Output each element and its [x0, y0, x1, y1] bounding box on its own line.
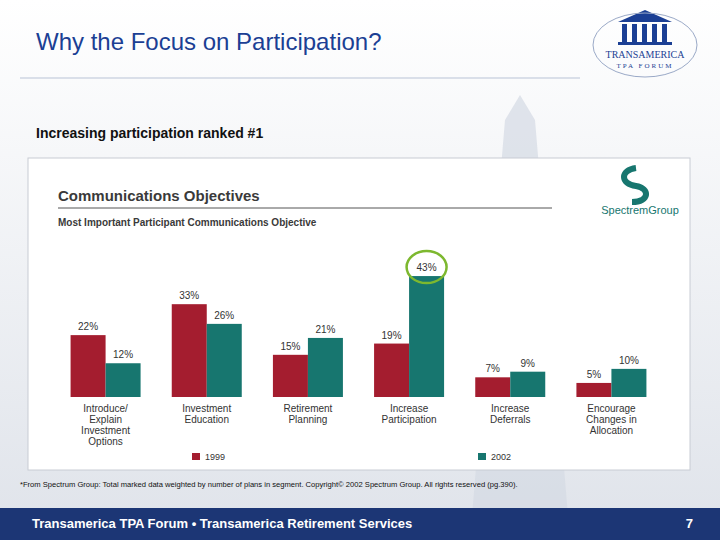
baseline	[55, 397, 662, 398]
bar	[71, 335, 106, 397]
data-label: 21%	[315, 324, 335, 335]
logo-text: TRANSAMERICA	[606, 49, 686, 60]
x-tick-label-line: Investment	[182, 403, 231, 414]
data-labels: 22% 33% 15% 19% 7% 5% 12% 26% 21% 43% 9% 10%	[78, 262, 639, 380]
x-tick-label-line: Encourage	[587, 403, 636, 414]
x-tick-label: EncourageChanges inAllocation	[586, 403, 637, 436]
legend-swatch	[192, 453, 200, 460]
x-tick-label-line: Options	[88, 436, 122, 447]
logo-wreath	[593, 13, 697, 77]
x-tick-label-line: Deferrals	[490, 414, 531, 425]
x-tick-label-line: Planning	[288, 414, 327, 425]
data-label: 22%	[78, 321, 98, 332]
data-label: 7%	[486, 363, 501, 374]
x-tick-label-line: Investment	[81, 425, 130, 436]
slide-title: Why the Focus on Participation?	[36, 28, 382, 55]
x-tick-label-line: Allocation	[590, 425, 633, 436]
legend-label: 1999	[205, 452, 225, 462]
logo: TRANSAMERICA TPA FORUM	[593, 10, 697, 77]
highlight-circle	[407, 251, 447, 283]
footer-band	[0, 508, 720, 540]
data-label: 12%	[113, 349, 133, 360]
footnote: *From Spectrum Group: Total marked data …	[20, 480, 518, 489]
data-label: 26%	[214, 310, 234, 321]
x-tick-label: RetirementPlanning	[283, 403, 332, 425]
chart-logo-mark	[624, 168, 646, 202]
x-tick-label-line: Introduce/	[83, 403, 128, 414]
x-tick-label: Introduce/ExplainInvestmentOptions	[81, 403, 130, 447]
bar	[207, 324, 242, 397]
data-label: 5%	[587, 369, 602, 380]
logo-column	[652, 24, 657, 42]
bar	[510, 372, 545, 397]
slide: Why the Focus on Participation? TRANSAMER…	[0, 0, 720, 540]
x-tick-label-line: Participation	[382, 414, 437, 425]
logo-column	[632, 24, 637, 42]
legend: 1999 2002	[192, 452, 511, 462]
chart-title: Communications Objectives	[58, 187, 260, 204]
legend-swatch	[478, 453, 486, 460]
x-tick-label-line: Changes in	[586, 414, 637, 425]
footer-text: Transamerica TPA Forum • Transamerica Re…	[32, 516, 412, 531]
chart-title-rule	[58, 208, 552, 209]
logo-roof	[618, 10, 672, 22]
slide-subtitle: Increasing participation ranked #1	[36, 125, 263, 141]
title-rule	[20, 78, 580, 79]
logo-column	[622, 24, 627, 42]
bar	[409, 276, 444, 397]
x-tick-label-line: Retirement	[283, 403, 332, 414]
bar	[273, 355, 308, 397]
data-label: 15%	[280, 341, 300, 352]
bar	[475, 377, 510, 397]
x-tick-label-line: Increase	[390, 403, 429, 414]
legend-label: 2002	[491, 452, 511, 462]
data-label: 19%	[382, 330, 402, 341]
data-label: 43%	[417, 262, 437, 273]
logo-base	[618, 42, 672, 45]
chart-logo-text: SpectremGroup	[601, 204, 679, 216]
bar	[308, 338, 343, 397]
chart-subtitle: Most Important Participant Communication…	[58, 217, 317, 228]
data-label: 10%	[619, 355, 639, 366]
x-tick-labels: Introduce/ExplainInvestmentOptionsInvest…	[81, 403, 637, 447]
bar	[106, 363, 141, 397]
logo-column	[642, 24, 647, 42]
x-tick-label-line: Explain	[89, 414, 122, 425]
data-label: 33%	[179, 290, 199, 301]
bar	[576, 383, 611, 397]
x-tick-label: IncreaseDeferrals	[490, 403, 531, 425]
x-tick-label-line: Increase	[491, 403, 530, 414]
page-number: 7	[686, 516, 693, 531]
data-label: 9%	[521, 358, 536, 369]
x-tick-label: IncreaseParticipation	[382, 403, 437, 425]
background	[0, 0, 720, 540]
bar	[611, 369, 646, 397]
bar	[374, 344, 409, 397]
bars	[71, 276, 647, 397]
logo-text: TPA FORUM	[617, 62, 674, 70]
x-tick-label-line: Education	[185, 414, 229, 425]
logo-column	[662, 24, 667, 42]
chart-frame	[28, 158, 690, 470]
bar	[172, 304, 207, 397]
x-tick-label: InvestmentEducation	[182, 403, 231, 425]
chart-logo: SpectremGroup	[601, 168, 679, 216]
